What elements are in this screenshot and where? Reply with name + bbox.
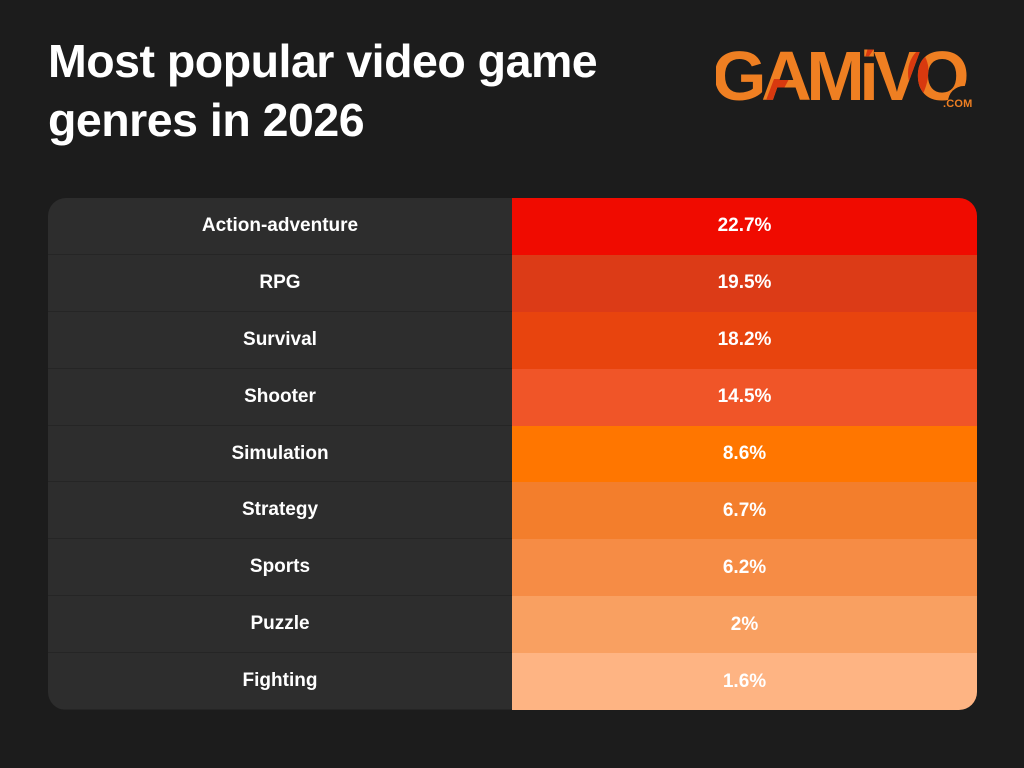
svg-text:.COM: .COM [943,98,973,110]
svg-text:GAMiVO: GAMiVO [716,44,967,111]
